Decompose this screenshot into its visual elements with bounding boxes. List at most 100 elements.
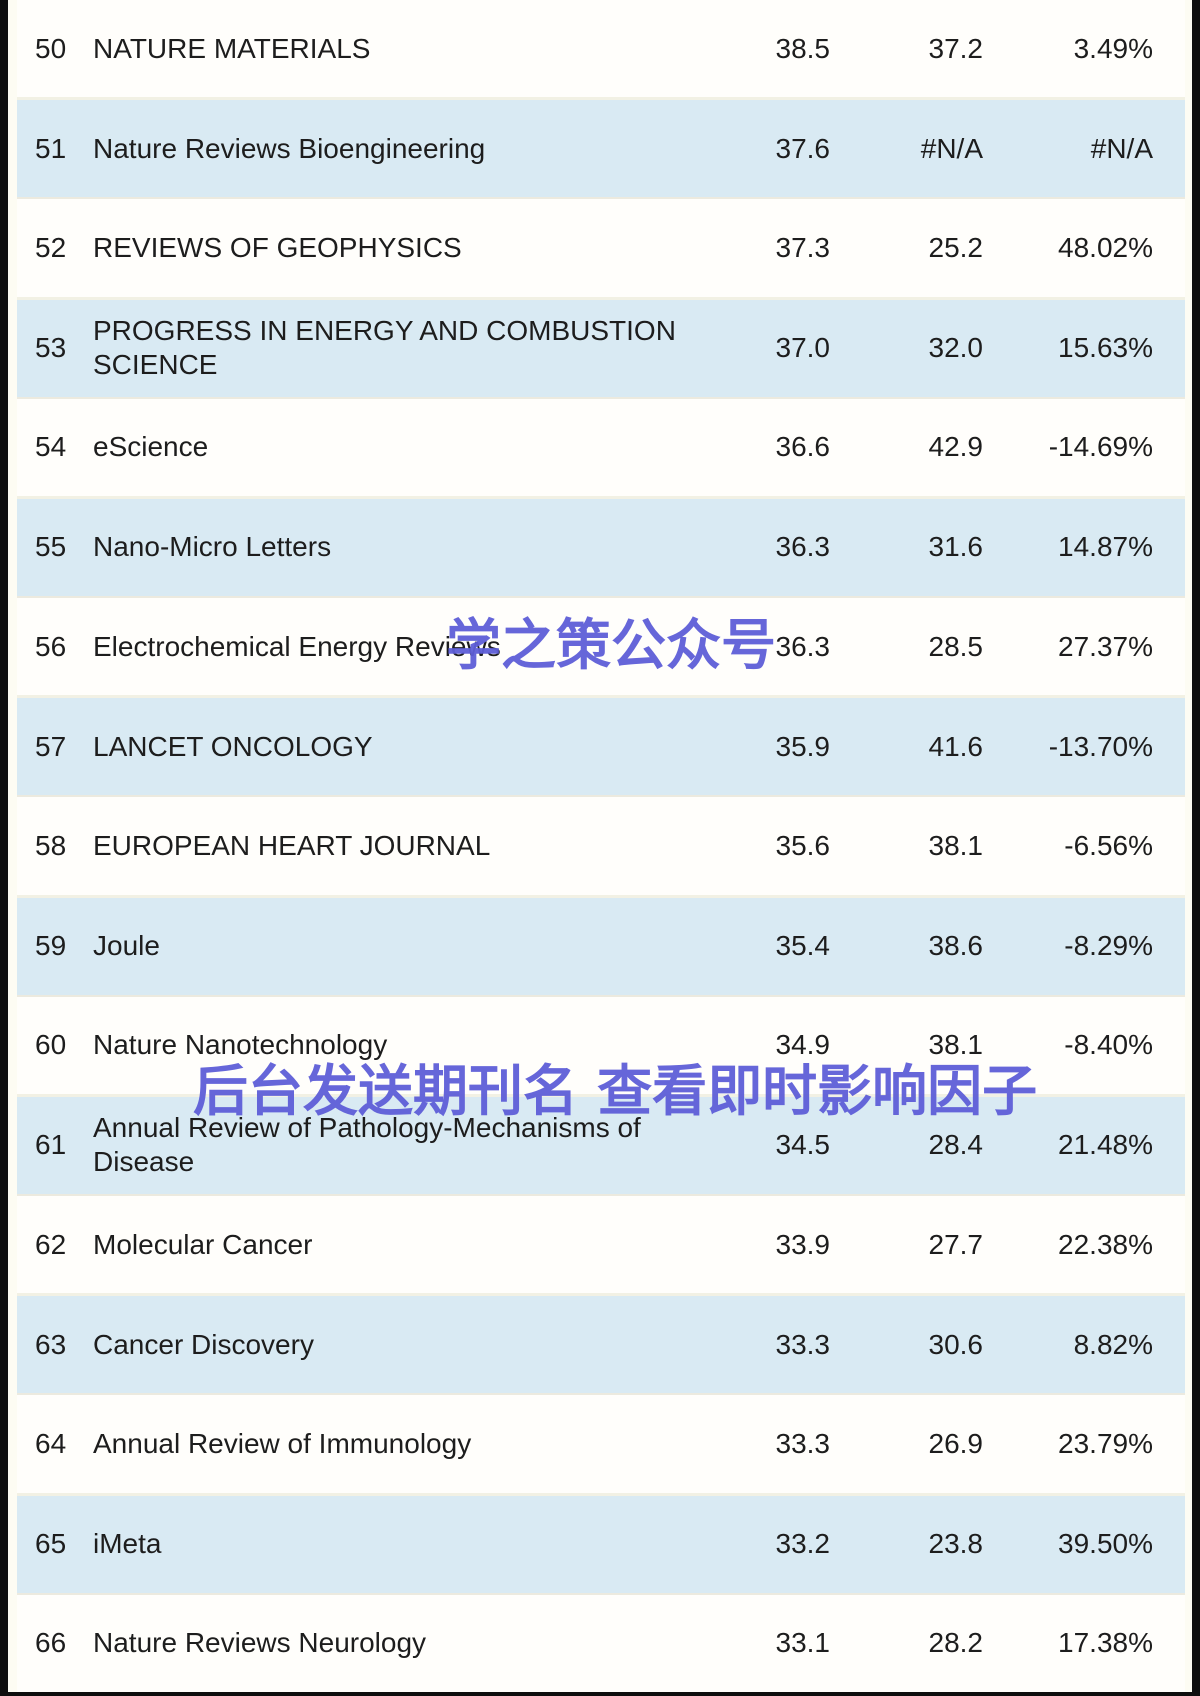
rank-cell: 65 <box>35 1528 67 1560</box>
if-new-cell: 34.9 <box>775 1029 831 1061</box>
rank-cell: 53 <box>35 332 67 364</box>
journal-name-cell: eScience <box>93 431 209 463</box>
change-cell: 15.63% <box>1058 332 1153 364</box>
change-cell: 22.38% <box>1058 1228 1153 1260</box>
if-old-cell: 41.6 <box>928 730 984 762</box>
change-cell: 14.87% <box>1058 531 1153 563</box>
if-old-cell: 30.6 <box>928 1328 984 1360</box>
if-new-cell: 36.6 <box>775 431 831 463</box>
if-old-cell: 28.2 <box>928 1627 984 1659</box>
if-new-cell: 35.6 <box>775 829 831 861</box>
table-row: 53 PROGRESS IN ENERGY AND COMBUSTION SCI… <box>17 296 1185 399</box>
table-row: 61 Annual Review of Pathology-Mechanisms… <box>17 1093 1185 1197</box>
change-cell: 23.79% <box>1058 1427 1153 1459</box>
rank-cell: 61 <box>35 1129 67 1161</box>
change-cell: -14.69% <box>1048 431 1153 463</box>
if-old-cell: 38.1 <box>928 1029 984 1061</box>
journal-name-cell: Electrochemical Energy Reviews <box>93 630 501 662</box>
photo-border-left <box>0 0 8 1696</box>
if-old-cell: 26.9 <box>928 1427 984 1459</box>
table-row: 58 EUROPEAN HEART JOURNAL 35.6 38.1 -6.5… <box>17 797 1185 895</box>
change-cell: 27.37% <box>1058 630 1153 662</box>
journal-name-cell: Nature Reviews Bioengineering <box>93 132 486 164</box>
rank-cell: 56 <box>35 630 67 662</box>
rank-cell: 59 <box>35 930 67 962</box>
photo-border-bottom <box>0 1692 1200 1696</box>
table-row: 59 Joule 35.4 38.6 -8.29% <box>17 894 1185 997</box>
journal-name-cell: Nano-Micro Letters <box>93 531 332 563</box>
table-row: 65 iMeta 33.2 23.8 39.50% <box>17 1492 1185 1595</box>
journal-name-cell: EUROPEAN HEART JOURNAL <box>93 829 491 861</box>
if-old-cell: 27.7 <box>928 1228 984 1260</box>
table-row: 66 Nature Reviews Neurology 33.1 28.2 17… <box>17 1594 1185 1692</box>
rank-cell: 54 <box>35 431 67 463</box>
table-row: 63 Cancer Discovery 33.3 30.6 8.82% <box>17 1293 1185 1396</box>
if-new-cell: 36.3 <box>775 531 831 563</box>
journal-name-cell: Joule <box>93 930 160 962</box>
change-cell: 21.48% <box>1058 1129 1153 1161</box>
change-cell: -8.29% <box>1064 930 1153 962</box>
table-row: 62 Molecular Cancer 33.9 27.7 22.38% <box>17 1196 1185 1294</box>
journal-name-cell: NATURE MATERIALS <box>93 32 371 64</box>
change-cell: -13.70% <box>1048 730 1153 762</box>
if-new-cell: 35.4 <box>775 930 831 962</box>
if-old-cell: 38.6 <box>928 930 984 962</box>
if-old-cell: 25.2 <box>928 231 984 263</box>
if-new-cell: 37.0 <box>775 332 831 364</box>
table-row: 64 Annual Review of Immunology 33.3 26.9… <box>17 1395 1185 1493</box>
if-old-cell: 38.1 <box>928 829 984 861</box>
if-old-cell: 28.4 <box>928 1129 984 1161</box>
if-new-cell: 34.5 <box>775 1129 831 1161</box>
rank-cell: 66 <box>35 1627 67 1659</box>
table-row: 50 NATURE MATERIALS 38.5 37.2 3.49% <box>17 0 1185 98</box>
rank-cell: 52 <box>35 231 67 263</box>
if-new-cell: 36.3 <box>775 630 831 662</box>
rank-cell: 60 <box>35 1029 67 1061</box>
rank-cell: 62 <box>35 1228 67 1260</box>
rank-cell: 64 <box>35 1427 67 1459</box>
if-new-cell: 37.6 <box>775 132 831 164</box>
if-old-cell: 37.2 <box>928 32 984 64</box>
rank-cell: 63 <box>35 1328 67 1360</box>
journal-name-cell: Annual Review of Pathology-Mechanisms of… <box>93 1112 641 1178</box>
rank-cell: 57 <box>35 730 67 762</box>
change-cell: 48.02% <box>1058 231 1153 263</box>
change-cell: 39.50% <box>1058 1528 1153 1560</box>
change-cell: 8.82% <box>1073 1328 1153 1360</box>
if-new-cell: 35.9 <box>775 730 831 762</box>
table-row: 55 Nano-Micro Letters 36.3 31.6 14.87% <box>17 495 1185 599</box>
if-old-cell: 32.0 <box>928 332 984 364</box>
journal-name-cell: Nature Nanotechnology <box>93 1029 388 1061</box>
journal-name-cell: REVIEWS OF GEOPHYSICS <box>93 231 462 263</box>
if-new-cell: 33.9 <box>775 1228 831 1260</box>
if-old-cell: 31.6 <box>928 531 984 563</box>
journal-name-cell: Nature Reviews Neurology <box>93 1627 427 1659</box>
table-row: 52 REVIEWS OF GEOPHYSICS 37.3 25.2 48.02… <box>17 199 1185 297</box>
if-new-cell: 33.3 <box>775 1328 831 1360</box>
table-row: 57 LANCET ONCOLOGY 35.9 41.6 -13.70% <box>17 695 1185 798</box>
rank-cell: 50 <box>35 32 67 64</box>
table-row: 51 Nature Reviews Bioengineering 37.6 #N… <box>17 97 1185 200</box>
table-row: 54 eScience 36.6 42.9 -14.69% <box>17 398 1185 496</box>
if-new-cell: 33.1 <box>775 1627 831 1659</box>
change-cell: 3.49% <box>1073 32 1153 64</box>
rank-cell: 51 <box>35 132 67 164</box>
journal-name-cell: Annual Review of Immunology <box>93 1427 472 1459</box>
if-new-cell: 37.3 <box>775 231 831 263</box>
change-cell: #N/A <box>1090 132 1153 164</box>
journal-name-cell: iMeta <box>93 1528 162 1560</box>
journal-name-cell: LANCET ONCOLOGY <box>93 730 373 762</box>
rank-cell: 58 <box>35 829 67 861</box>
change-cell: -8.40% <box>1064 1029 1153 1061</box>
journal-name-cell: PROGRESS IN ENERGY AND COMBUSTION SCIENC… <box>93 315 676 381</box>
table-row: 60 Nature Nanotechnology 34.9 38.1 -8.40… <box>17 996 1185 1094</box>
if-old-cell: 28.5 <box>928 630 984 662</box>
table-row: 56 Electrochemical Energy Reviews 36.3 2… <box>17 598 1185 696</box>
journal-name-cell: Cancer Discovery <box>93 1328 314 1360</box>
if-new-cell: 33.2 <box>775 1528 831 1560</box>
journal-name-cell: Molecular Cancer <box>93 1228 313 1260</box>
change-cell: -6.56% <box>1064 829 1153 861</box>
journal-ranking-table: 50 NATURE MATERIALS 38.5 37.2 3.49% 51 N… <box>8 0 1192 1692</box>
if-old-cell: 42.9 <box>928 431 984 463</box>
